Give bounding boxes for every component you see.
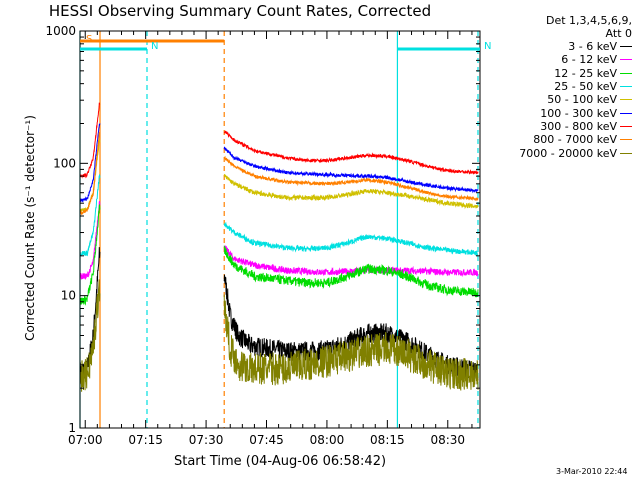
legend-swatch: [620, 59, 632, 61]
x-tick-label: 08:30: [430, 433, 465, 447]
legend-label: 25 - 50 keV: [554, 80, 617, 94]
legend: Det 1,3,4,5,6,9, Att 0 3 - 6 keV 6 - 12 k…: [486, 14, 632, 160]
legend-swatch: [620, 99, 632, 101]
series-line-9: [79, 279, 479, 392]
legend-swatch: [620, 152, 632, 154]
series-line-8: [79, 132, 479, 216]
plot-frame: [79, 30, 481, 429]
legend-swatch: [620, 86, 632, 88]
x-tick-label: 08:15: [370, 433, 405, 447]
legend-entry: 300 - 800 keV: [486, 120, 632, 133]
legend-entry: 50 - 100 keV: [486, 93, 632, 106]
legend-label: 7000 - 20000 keV: [519, 146, 617, 160]
legend-label: 100 - 300 keV: [540, 106, 617, 120]
legend-entry: 100 - 300 keV: [486, 106, 632, 120]
legend-label: 50 - 100 keV: [547, 93, 617, 107]
flag-label-2: N: [151, 41, 158, 52]
y-tick-label: 100: [53, 156, 76, 170]
flag-label-3: N: [484, 41, 491, 52]
legend-swatch: [620, 112, 632, 114]
y-tick-label: 10: [61, 289, 76, 303]
legend-label: 12 - 25 keV: [554, 66, 617, 80]
legend-entries: 3 - 6 keV 6 - 12 keV 12 - 25 keV 25 - 50 ke…: [486, 40, 632, 160]
legend-label: 6 - 12 keV: [561, 53, 617, 67]
y-tick-label: 1: [68, 421, 76, 435]
legend-header-attenuator: Att 0: [605, 27, 632, 40]
x-tick-label: 07:30: [189, 433, 224, 447]
legend-entry: 12 - 25 keV: [486, 67, 632, 80]
legend-swatch: [620, 125, 632, 127]
legend-entry: 25 - 50 keV: [486, 80, 632, 93]
legend-swatch: [620, 139, 632, 141]
series-line-5: [79, 139, 479, 213]
x-tick-label: 07:45: [249, 433, 284, 447]
x-tick-label: 07:00: [68, 433, 103, 447]
legend-label: 300 - 800 keV: [540, 119, 617, 133]
series-line-6: [79, 123, 479, 203]
timestamp: 3-Mar-2010 22:44: [556, 467, 628, 476]
legend-label: 3 - 6 keV: [568, 40, 617, 54]
legend-swatch: [620, 46, 632, 48]
x-axis-label: Start Time (04-Aug-06 06:58:42): [173, 454, 387, 469]
y-tick-label: 1000: [45, 24, 76, 38]
x-tick-label: 08:00: [310, 433, 345, 447]
legend-header-detectors: Det 1,3,4,5,6,9,: [545, 14, 632, 27]
legend-entry: 3 - 6 keV: [486, 40, 632, 53]
y-axis-label: Corrected Count Rate (s⁻¹ detector⁻¹): [23, 115, 37, 341]
chart-title: HESSI Observing Summary Count Rates, Cor…: [48, 2, 432, 20]
series-line-7: [79, 102, 479, 179]
x-tick-label: 07:15: [128, 433, 163, 447]
legend-swatch: [620, 72, 632, 74]
legend-entry: 7000 - 20000 keV: [486, 146, 632, 160]
legend-entry: 6 - 12 keV: [486, 53, 632, 66]
series-line-2: [79, 200, 479, 280]
legend-entry: 800 - 7000 keV: [486, 133, 632, 146]
series-line-4: [79, 174, 479, 257]
series-line-3: [79, 203, 479, 306]
flag-label-1: S: [86, 34, 92, 45]
legend-label: 800 - 7000 keV: [533, 133, 617, 147]
